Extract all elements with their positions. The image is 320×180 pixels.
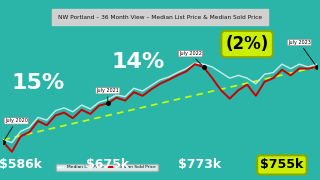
Text: $586k: $586k	[0, 158, 42, 172]
Text: $773k: $773k	[178, 158, 221, 172]
Text: 14%: 14%	[112, 52, 165, 72]
Text: 15%: 15%	[12, 73, 65, 93]
Text: July 2021: July 2021	[96, 88, 119, 101]
Text: $755k: $755k	[260, 158, 304, 172]
Text: July 2023: July 2023	[288, 40, 315, 65]
Text: July 2022: July 2022	[179, 51, 202, 65]
Text: $675k: $675k	[86, 158, 129, 172]
Legend: Median List Price, Median Sold Price: Median List Price, Median Sold Price	[56, 164, 157, 171]
Text: July 2020: July 2020	[5, 118, 28, 140]
Title: NW Portland – 36 Month View – Median List Price & Median Sold Price: NW Portland – 36 Month View – Median Lis…	[58, 15, 262, 20]
Text: (2%): (2%)	[226, 35, 269, 53]
